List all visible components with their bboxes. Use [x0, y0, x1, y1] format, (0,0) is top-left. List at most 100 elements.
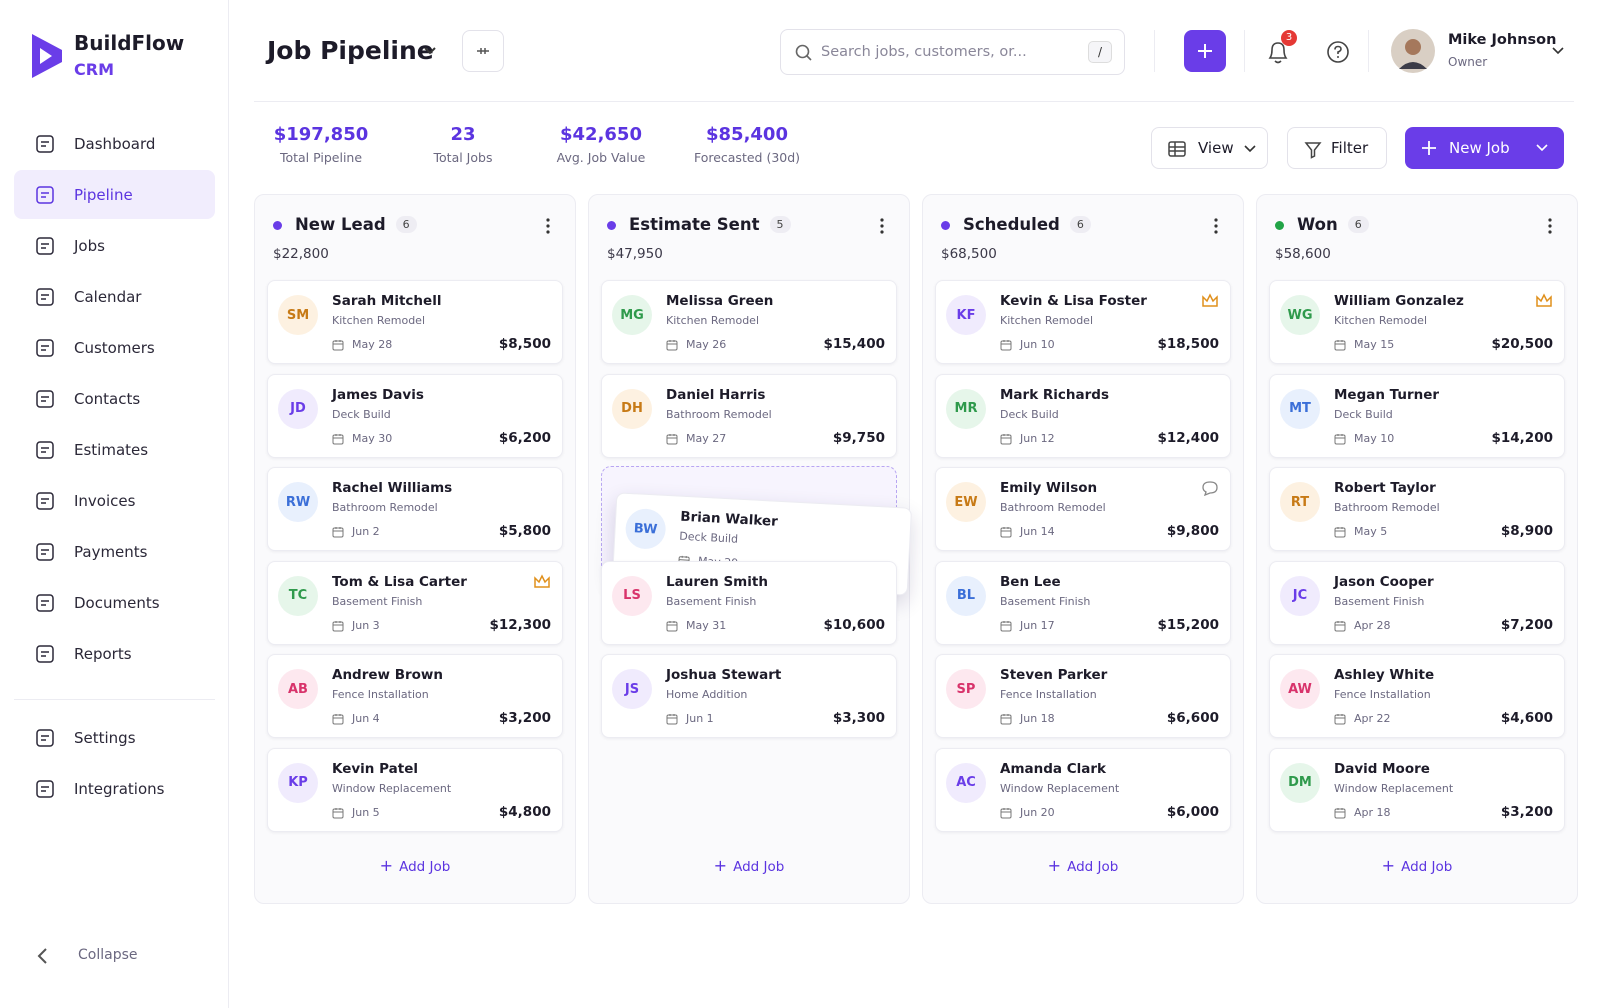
- job-card[interactable]: MR Mark Richards Deck Build Jun 12 $12,400: [935, 373, 1231, 458]
- nav-item[interactable]: Payments: [14, 527, 215, 576]
- user-chevron[interactable]: [1551, 45, 1565, 57]
- collapse-label[interactable]: Collapse: [78, 947, 138, 963]
- divider: [1154, 30, 1155, 72]
- card-name: Melissa Green: [666, 293, 774, 309]
- calendar-icon: [666, 340, 678, 351]
- nav-icon: [36, 288, 54, 306]
- card-amount: $20,500: [1491, 336, 1554, 352]
- nav-item[interactable]: Reports: [14, 629, 215, 678]
- column-menu[interactable]: [1213, 217, 1219, 235]
- nav-item[interactable]: Calendar: [14, 272, 215, 321]
- title-chevron[interactable]: [423, 45, 437, 57]
- add-job-button[interactable]: + Add Job: [255, 856, 575, 875]
- toggle-button[interactable]: [462, 30, 504, 72]
- add-job-icon: +: [713, 856, 728, 875]
- avatar: KP: [278, 762, 318, 803]
- avatar: MT: [1280, 388, 1320, 429]
- nav-icon: [36, 492, 54, 510]
- job-card[interactable]: SP Steven Parker Fence Installation Jun 18 $…: [935, 654, 1231, 738]
- job-card[interactable]: KP Kevin Patel Window Replacement Jun 5 $4,8…: [267, 747, 563, 832]
- job-card[interactable]: JD James Davis Deck Build May 30 $6,200: [267, 373, 563, 458]
- column-menu[interactable]: [1547, 217, 1553, 235]
- job-card[interactable]: SM Sarah Mitchell Kitchen Remodel May 28 $8,…: [267, 280, 563, 364]
- nav-item[interactable]: Dashboard: [14, 119, 215, 168]
- search-shortcut: /: [1088, 41, 1112, 63]
- card-name: William Gonzalez: [1334, 293, 1464, 309]
- add-job-button[interactable]: + Add Job: [923, 856, 1243, 875]
- card-name: Steven Parker: [1000, 667, 1108, 683]
- job-card[interactable]: WG William Gonzalez Kitchen Remodel May 15 $…: [1269, 280, 1565, 364]
- add-job-button[interactable]: + Add Job: [1257, 856, 1577, 875]
- column-menu[interactable]: [545, 217, 551, 235]
- nav-item[interactable]: Pipeline: [14, 170, 215, 219]
- job-card[interactable]: DH Daniel Harris Bathroom Remodel May 27 $9,…: [601, 373, 897, 458]
- avatar: WG: [1280, 295, 1320, 335]
- nav-item[interactable]: Customers: [14, 323, 215, 372]
- new-job-icon: [1422, 141, 1436, 155]
- column-menu[interactable]: [879, 217, 885, 235]
- nav-item[interactable]: Settings: [14, 713, 215, 762]
- stat-value: 23: [450, 124, 476, 145]
- nav-item[interactable]: Invoices: [14, 476, 215, 525]
- job-card[interactable]: BL Ben Lee Basement Finish Jun 17 $15,200: [935, 560, 1231, 645]
- help-icon[interactable]: [1326, 40, 1350, 64]
- job-card[interactable]: LS Lauren Smith Basement Finish May 31 $10,6…: [601, 560, 897, 645]
- calendar-icon: [1000, 620, 1012, 631]
- nav-icon: [36, 645, 54, 663]
- user-avatar[interactable]: [1391, 29, 1435, 73]
- stat: 23 Total Jobs: [383, 124, 543, 165]
- job-card[interactable]: JC Jason Cooper Basement Finish Apr 28 $7,20…: [1269, 560, 1565, 645]
- divider: [14, 699, 215, 700]
- job-card[interactable]: TC Tom & Lisa Carter Basement Finish Jun 3 $…: [267, 560, 563, 645]
- job-card[interactable]: JS Joshua Stewart Home Addition Jun 1 $3,300: [601, 654, 897, 738]
- stat-label: Forecasted (30d): [693, 150, 801, 165]
- card-amount: $8,900: [1500, 523, 1553, 539]
- card-name: Kevin & Lisa Foster: [1000, 293, 1147, 309]
- job-card[interactable]: AB Andrew Brown Fence Installation Jun 4 $3,…: [267, 654, 563, 738]
- card-name: Ben Lee: [1000, 573, 1061, 590]
- new-job-button[interactable]: New Job: [1405, 127, 1564, 169]
- avatar: KF: [946, 295, 986, 335]
- job-card[interactable]: EW Emily Wilson Bathroom Remodel Jun 14 $9,8…: [935, 467, 1231, 551]
- card-name: Daniel Harris: [666, 386, 766, 403]
- job-card[interactable]: KF Kevin & Lisa Foster Kitchen Remodel Jun …: [935, 280, 1231, 364]
- view-button[interactable]: View: [1151, 127, 1268, 169]
- filter-button[interactable]: Filter: [1287, 127, 1387, 169]
- card-date: Jun 5: [352, 805, 380, 819]
- job-card[interactable]: AW Ashley White Fence Installation Apr 22 $4…: [1269, 654, 1565, 738]
- card-type: Bathroom Remodel: [666, 407, 772, 421]
- nav-item[interactable]: Integrations: [14, 764, 215, 813]
- job-card[interactable]: DM David Moore Window Replacement Apr 18 $3,…: [1269, 747, 1565, 832]
- user-role: Owner: [1448, 55, 1488, 69]
- nav-label: Jobs: [74, 236, 105, 255]
- job-card[interactable]: MG Melissa Green Kitchen Remodel May 26 $15,…: [601, 280, 897, 364]
- calendar-icon: [1334, 527, 1346, 538]
- card-date: Jun 2: [352, 525, 380, 538]
- job-card[interactable]: MT Megan Turner Deck Build May 10 $14,200: [1269, 373, 1565, 458]
- job-card[interactable]: RW Rachel Williams Bathroom Remodel Jun 2 $5…: [267, 467, 563, 551]
- new-job-chevron: [1536, 144, 1548, 152]
- card-type: Bathroom Remodel: [1000, 501, 1106, 514]
- search-box[interactable]: Search jobs, customers, or... /: [780, 29, 1125, 75]
- column-count: 6: [1347, 216, 1369, 233]
- calendar-icon: [332, 807, 344, 818]
- nav-item[interactable]: Documents: [14, 578, 215, 627]
- add-job-button[interactable]: + Add Job: [589, 856, 909, 875]
- nav-label: Customers: [74, 338, 155, 357]
- card-name: James Davis: [332, 386, 424, 403]
- column: New Lead 6 $22,800 SM Sarah Mitchell Kitchen …: [254, 194, 576, 904]
- nav-icon: [36, 135, 54, 153]
- avatar: BW: [624, 507, 667, 550]
- card-type: Window Replacement: [1000, 781, 1120, 795]
- card-amount: $8,500: [498, 336, 551, 352]
- add-button[interactable]: [1184, 30, 1226, 72]
- nav-item[interactable]: Jobs: [14, 221, 215, 270]
- job-card[interactable]: AC Amanda Clark Window Replacement Jun 20 $6…: [935, 747, 1231, 832]
- card-date: Jun 10: [1020, 338, 1055, 351]
- notification-icon[interactable]: [1265, 38, 1291, 66]
- nav-item[interactable]: Contacts: [14, 374, 215, 423]
- job-card[interactable]: RT Robert Taylor Bathroom Remodel May 5 $8,9…: [1269, 467, 1565, 551]
- nav-item[interactable]: Estimates: [14, 425, 215, 474]
- column: Estimate Sent 5 $47,950 MG Melissa Green Kitc…: [588, 194, 913, 904]
- calendar-icon: [666, 714, 678, 725]
